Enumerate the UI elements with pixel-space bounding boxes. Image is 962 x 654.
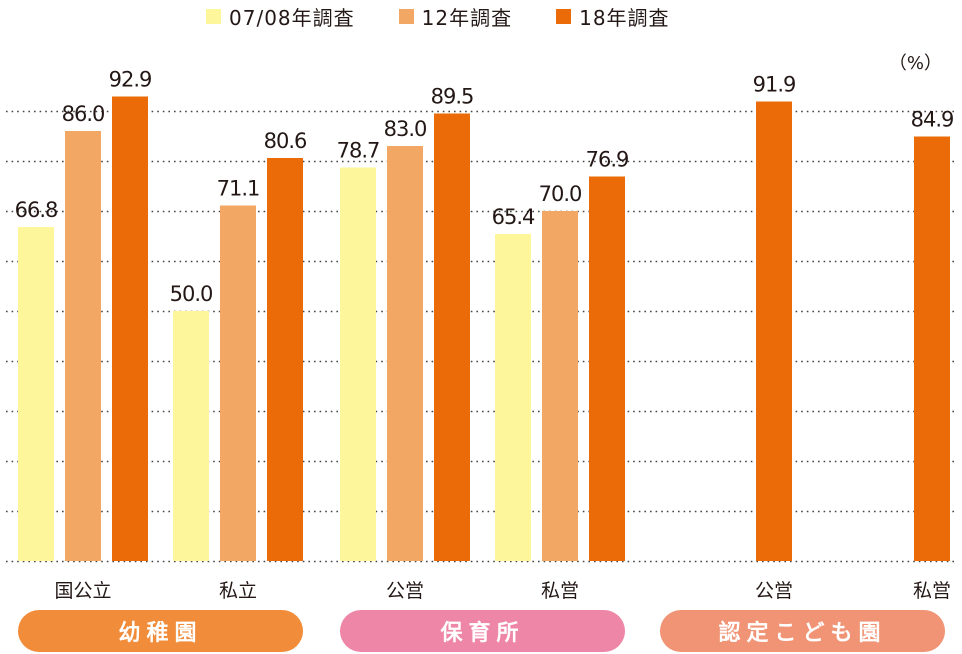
- bar-0708-0: [18, 227, 54, 561]
- legend-swatch-0708: [206, 9, 221, 24]
- bar-0708-1: [173, 311, 209, 561]
- category-label-koei-hoikusho: 公営: [385, 580, 425, 602]
- value-label-18-2: 89.5: [431, 85, 474, 109]
- value-label-12-1: 71.1: [217, 177, 260, 201]
- legend: 07/08年調査 12年調査 18年調査: [206, 2, 714, 31]
- bar-18-3: [589, 176, 625, 561]
- value-label-18-3: 76.9: [586, 148, 629, 172]
- legend-label-18: 18年調査: [579, 6, 670, 30]
- bar-12-3: [542, 211, 578, 561]
- bar-12-1: [220, 205, 256, 561]
- bar-18-5: [914, 136, 950, 561]
- category-label-shiei-kodomoen: 私営: [912, 580, 952, 602]
- bar-12-2: [387, 146, 423, 561]
- legend-label-12: 12年調査: [421, 6, 513, 30]
- value-label-12-0: 86.0: [62, 102, 105, 126]
- bar-12-0: [65, 131, 101, 561]
- bar-18-4: [756, 101, 792, 561]
- value-label-0708-0: 66.8: [15, 198, 58, 222]
- group-label-kodomoen: 認定こども園: [660, 610, 945, 652]
- legend-item-0708: 07/08年調査: [206, 2, 355, 31]
- value-label-12-2: 83.0: [384, 117, 427, 141]
- bar-18-0: [112, 96, 148, 561]
- category-label-shiritsu: 私立: [218, 580, 258, 602]
- value-label-0708-3: 65.4: [492, 205, 535, 229]
- bar-18-1: [267, 158, 303, 561]
- category-label-kokukoritsu: 国公立: [54, 580, 112, 602]
- legend-item-18: 18年調査: [556, 2, 669, 31]
- value-label-18-1: 80.6: [264, 129, 307, 153]
- legend-swatch-18: [556, 9, 572, 24]
- bar-0708-2: [340, 167, 376, 561]
- group-label-yochien: 幼稚園: [18, 610, 303, 652]
- bar-0708-3: [495, 234, 531, 561]
- legend-swatch-12: [398, 9, 414, 24]
- bar-18-2: [434, 113, 470, 561]
- legend-item-12: 12年調査: [398, 2, 513, 31]
- value-label-0708-1: 50.0: [170, 282, 213, 306]
- legend-label-0708: 07/08年調査: [229, 6, 355, 30]
- category-label-shiei-hoikusho: 私営: [540, 580, 580, 602]
- value-label-12-3: 70.0: [539, 182, 582, 206]
- category-label-koei-kodomoen: 公営: [754, 580, 794, 602]
- group-label-hoikusho: 保育所: [340, 610, 625, 652]
- value-label-18-0: 92.9: [109, 68, 152, 92]
- value-label-18-5: 84.9: [911, 108, 954, 132]
- value-label-18-4: 91.9: [753, 73, 796, 97]
- unit-label: （%）: [888, 53, 942, 74]
- value-label-0708-2: 78.7: [337, 139, 380, 163]
